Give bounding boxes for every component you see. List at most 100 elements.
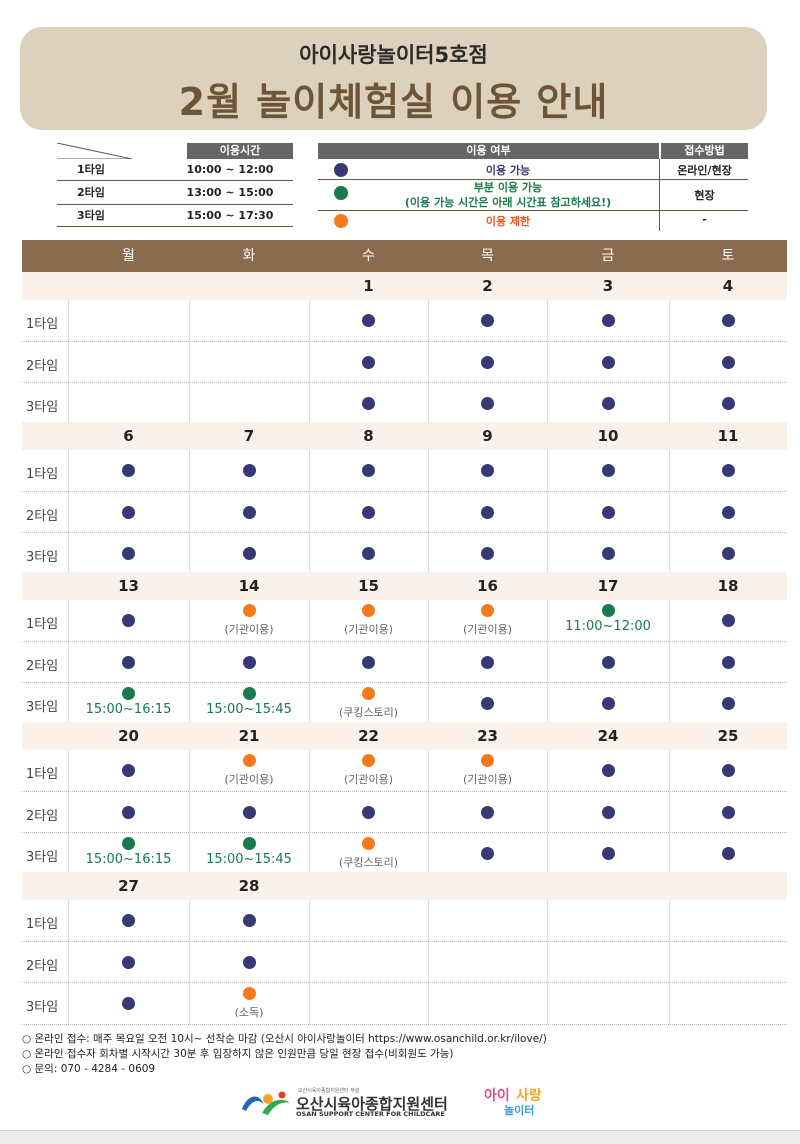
slot-note: 15:00~16:15 (85, 852, 172, 867)
restricted-dot-icon (242, 987, 256, 1000)
time-slot-row: 3타임 (22, 533, 787, 575)
grid-line (309, 272, 310, 1025)
slot-note: (기관이용) (343, 773, 394, 786)
slot-note: (소독) (234, 1006, 264, 1019)
available-dot-icon (481, 547, 494, 560)
available-dot-icon (481, 505, 494, 519)
time-range: 13:00 ~ 15:00 (186, 186, 274, 199)
slot-note: (기관이용) (224, 773, 274, 786)
date-cell: 10 (597, 427, 619, 445)
available-dot-icon (721, 764, 735, 777)
slot-label: 2타임 (26, 808, 59, 824)
footer-note: ○ 온라인 접수자 회차별 시작시간 30분 후 입장하지 않은 인원만큼 당일… (22, 1048, 454, 1060)
date-cell: 24 (597, 727, 619, 745)
date-cell: 20 (118, 727, 139, 745)
time-row: 3타임 15:00 ~ 17:30 (57, 205, 293, 227)
date-cell: 15 (358, 577, 379, 595)
slot-label: 1타임 (26, 617, 59, 632)
center-logo-caption: 오산시육아종합지원센터 부설 (298, 1088, 360, 1094)
partial-dot-icon (242, 837, 256, 850)
slot-note: 15:00~16:15 (85, 702, 172, 717)
diagonal-header-cell (57, 143, 132, 159)
grid-line (189, 272, 190, 1025)
available-dot-icon (601, 314, 615, 327)
time-row: 2타임 13:00 ~ 15:00 (57, 181, 293, 205)
slot-label: 2타임 (26, 658, 59, 674)
slot-note: (기관이용) (462, 773, 513, 786)
svg-text:사랑: 사랑 (516, 1088, 542, 1104)
weekday-label: 금 (601, 248, 615, 264)
time-slot-row: 1타임 (22, 300, 787, 342)
partial-dot-icon (122, 687, 135, 700)
available-dot-icon (481, 805, 494, 819)
available-dot-icon (242, 464, 256, 477)
time-slot-row: 2타임 (22, 792, 787, 833)
grid-line (547, 272, 548, 1025)
date-cell: 18 (717, 577, 739, 595)
available-dot-icon (721, 697, 735, 710)
available-dot-icon (334, 163, 348, 177)
date-cell: 2 (482, 277, 493, 295)
available-dot-icon (242, 805, 256, 819)
date-row: 20 21 22 23 24 25 (22, 722, 787, 750)
legend-label-available: 이용 가능 (485, 164, 531, 177)
footer-note: ○ 문의: 070 - 4284 - 0609 (22, 1063, 156, 1075)
weekday-label: 월 (122, 248, 135, 264)
date-row: 1 2 3 4 (22, 272, 787, 300)
slot-label: 3타임 (26, 550, 59, 565)
brand-logo: 아이 사랑 놀이터 (484, 1087, 542, 1117)
date-row: 6 7 8 9 10 11 (22, 422, 787, 450)
slot-label: 3타임 (26, 1000, 59, 1015)
restricted-dot-icon (362, 837, 375, 850)
weekday-label: 목 (481, 248, 494, 264)
available-dot-icon (481, 355, 494, 369)
slot-label: 1타임 (26, 317, 59, 332)
legend-header-status: 이용 여부 (318, 143, 659, 159)
restricted-dot-icon (362, 754, 375, 767)
date-cell (428, 872, 547, 900)
center-logo-english: OSAN SUPPORT CENTER FOR CHILDCARE (296, 1110, 445, 1118)
date-cell: 11 (717, 427, 739, 445)
available-dot-icon (601, 464, 615, 477)
available-dot-icon (481, 397, 494, 410)
available-dot-icon (122, 805, 135, 819)
page-bottom-bar (0, 1130, 800, 1144)
available-dot-icon (601, 397, 615, 410)
available-dot-icon (362, 314, 375, 327)
available-dot-icon (481, 314, 494, 327)
available-dot-icon (362, 805, 375, 819)
restricted-dot-icon (481, 604, 494, 617)
date-cell: 8 (363, 427, 374, 445)
legend-method-restricted: - (702, 213, 707, 226)
date-cell: 25 (717, 727, 739, 745)
available-dot-icon (601, 505, 615, 519)
available-dot-icon (721, 355, 735, 369)
grid-line (428, 272, 429, 1025)
restricted-dot-icon (362, 687, 375, 700)
legend-table: 이용 여부 접수방법 이용 가능 온라인/현장 부분 이용 가능 (이용 가능 … (318, 143, 748, 233)
legend-method-available: 온라인/현장 (677, 164, 732, 177)
available-dot-icon (362, 547, 375, 560)
slot-label: 2타임 (26, 358, 59, 374)
time-slot-row: 2타임 (22, 942, 787, 983)
available-dot-icon (242, 914, 256, 927)
available-dot-icon (601, 547, 615, 560)
time-slot-row: 3타임 (22, 383, 787, 425)
time-range: 10:00 ~ 12:00 (186, 163, 274, 176)
slot-note: 11:00~12:00 (565, 619, 651, 634)
slot-label: 3타임 (26, 850, 59, 865)
restricted-dot-icon (242, 604, 256, 617)
available-dot-icon (481, 464, 494, 477)
available-dot-icon (122, 914, 135, 927)
slot-note: (쿠킹스토리) (338, 856, 399, 869)
date-cell (669, 872, 787, 900)
available-dot-icon (122, 505, 135, 519)
slot-note: (기관이용) (343, 623, 394, 636)
available-dot-icon (721, 314, 735, 327)
time-type: 1타임 (77, 163, 105, 176)
footer-notes: ○ 온라인 접수: 매주 목요일 오전 10시~ 선착순 마감 (오산시 아이사… (22, 1032, 547, 1077)
date-cell (189, 272, 309, 300)
slot-label: 2타임 (26, 508, 59, 524)
date-cell: 16 (477, 577, 498, 595)
